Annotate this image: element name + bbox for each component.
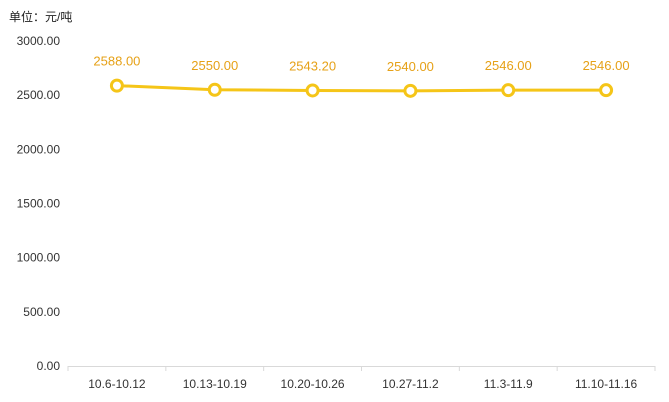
y-tick-label: 1000.00 [17,251,61,265]
data-label: 2540.00 [387,59,434,74]
y-tick-label: 2500.00 [17,88,61,102]
y-axis-ticks: 0.00 500.00 1000.00 1500.00 2000.00 2500.00 30… [17,34,61,373]
x-tick-label: 11.10-11.16 [575,377,638,391]
x-tick-label: 11.3-11.9 [484,377,533,391]
x-tick-label: 10.27-11.2 [382,377,439,391]
data-label: 2546.00 [583,58,630,73]
data-label: 2543.20 [289,58,336,73]
y-tick-label: 0.00 [37,359,61,373]
y-tick-label: 1500.00 [17,197,61,211]
data-point [305,83,320,98]
x-tick-label: 10.13-10.19 [183,377,247,391]
unit-label: 单位：元/吨 [9,10,73,24]
y-tick-label: 500.00 [23,305,60,319]
x-tick-label: 10.20-10.26 [281,377,345,391]
series-line [116,84,607,93]
data-label: 2546.00 [485,58,532,73]
x-axis-ticks: 10.6-10.12 10.13-10.19 10.20-10.26 10.27-11… [67,366,656,391]
data-point [109,78,124,93]
data-label: 2550.00 [191,58,238,73]
data-point [403,83,418,98]
data-point [207,82,222,97]
data-point [599,83,614,98]
y-tick-label: 2000.00 [17,142,61,156]
x-tick-label: 10.6-10.12 [88,377,146,391]
data-point [501,83,516,98]
y-tick-label: 3000.00 [17,34,61,48]
series-group [109,78,614,98]
data-label: 2588.00 [93,54,140,69]
data-labels-group: 2588.00 2550.00 2543.20 2540.00 2546.00 2546.… [93,54,629,74]
